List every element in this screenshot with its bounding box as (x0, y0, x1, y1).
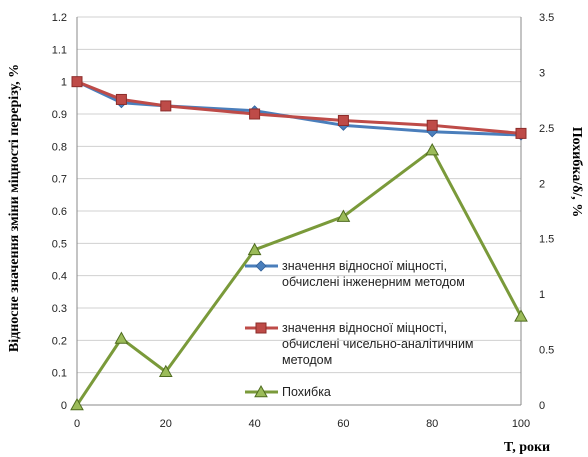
data-point-square (71, 76, 83, 88)
data-point-square (515, 127, 527, 139)
right-tick-label: 1.5 (539, 234, 554, 246)
legend-label: обчислені інженерним методом (282, 275, 465, 289)
left-tick-label: 0.1 (52, 368, 67, 380)
data-point-triangle (70, 397, 84, 411)
left-tick-label: 0.5 (52, 238, 67, 250)
data-point-square (426, 119, 438, 131)
right-tick-label: 3.5 (539, 12, 554, 24)
left-tick-label: 0.6 (52, 206, 67, 218)
data-point-triangle (158, 364, 173, 378)
left-tick-label: 1.1 (52, 44, 67, 56)
left-tick-label: 0.7 (52, 174, 67, 186)
x-tick-label: 40 (248, 418, 260, 430)
x-tick-label: 100 (512, 418, 530, 430)
data-point-square (115, 93, 127, 105)
legend-label: значення відносної міцності, (282, 321, 447, 335)
x-axis-title: T, роки (504, 440, 550, 455)
right-tick-label: 0 (539, 400, 545, 412)
left-tick-label: 0.2 (52, 335, 67, 347)
data-point-triangle (514, 309, 528, 322)
x-tick-label: 80 (426, 418, 438, 430)
right-axis-tick-labels: 0 0.5 1 1.5 2 2.5 3 3.5 (539, 12, 554, 412)
legend-label: Похибка (282, 385, 331, 399)
x-tick-label: 20 (160, 418, 172, 430)
left-axis-title: Відносне значення зміни міцності переріз… (7, 64, 22, 352)
right-tick-label: 2 (539, 178, 545, 190)
gridlines (77, 16, 521, 374)
right-tick-label: 3 (539, 67, 545, 79)
legend-swatch-triangle (254, 384, 268, 398)
series-line-square (76, 80, 522, 135)
data-point-square (249, 108, 261, 120)
data-point-triangle (425, 142, 440, 156)
legend-label: методом (282, 353, 332, 367)
legend-swatch-square (255, 322, 267, 334)
x-tick-label: 0 (74, 418, 80, 430)
right-tick-label: 1 (539, 289, 545, 301)
right-tick-label: 0.5 (539, 345, 554, 357)
left-axis-tick-labels: 0 0.1 0.2 0.3 0.4 0.5 0.6 0.7 0.8 0.9 1 1.1 1.2 (52, 12, 67, 412)
data-point-triangle (247, 242, 262, 256)
legend-swatch-diamond (255, 260, 267, 272)
right-tick-label: 2.5 (539, 123, 554, 135)
legend-label: обчислені чисельно-аналітичним (282, 337, 474, 351)
legend-label: значення відносної міцності, (282, 259, 447, 273)
series-layer (70, 76, 528, 411)
x-axis-tick-labels: 0 20 40 60 80 100 (74, 418, 530, 430)
left-tick-label: 0.9 (52, 109, 67, 121)
left-tick-label: 0.4 (52, 271, 67, 283)
left-tick-label: 1.2 (52, 12, 67, 24)
data-point-square (337, 114, 349, 126)
data-point-triangle (114, 331, 129, 344)
left-tick-label: 1 (61, 77, 67, 89)
right-axis-title: Похибка/δ/, % (569, 127, 584, 218)
left-tick-label: 0.3 (52, 303, 67, 315)
x-tick-label: 60 (337, 418, 349, 430)
data-point-square (160, 100, 172, 112)
data-point-triangle (336, 209, 351, 222)
left-tick-label: 0 (61, 400, 67, 412)
legend: значення відносної міцності, обчислені ін… (245, 259, 474, 399)
left-tick-label: 0.8 (52, 141, 67, 153)
